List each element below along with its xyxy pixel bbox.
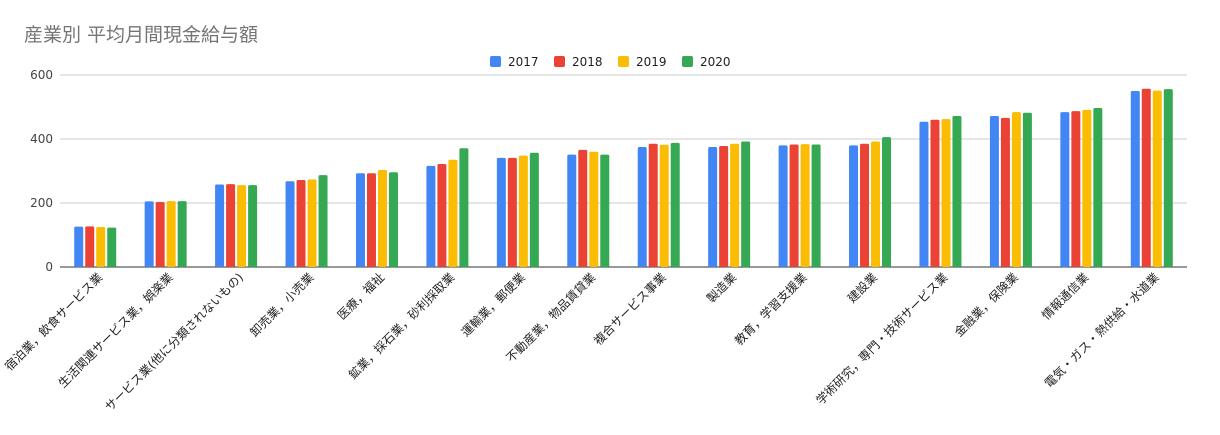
bar-2018-10	[789, 144, 799, 267]
bar-2019-1	[166, 201, 176, 267]
bar-2017-15	[1130, 91, 1140, 267]
legend-swatch-2017	[490, 56, 501, 67]
bar-2019-4	[377, 170, 387, 267]
bar-2017-2	[215, 184, 225, 267]
y-tick-label: 400	[30, 132, 53, 146]
legend-label: 2018	[572, 55, 603, 69]
x-category-label: 生活関連サービス業，娯楽業	[56, 270, 176, 390]
chart-title: 産業別 平均月間現金給与額	[24, 24, 259, 46]
legend-label: 2019	[636, 55, 667, 69]
bar-2020-4	[388, 172, 398, 267]
x-axis-labels: 宿泊業，飲食サービス業生活関連サービス業，娯楽業サービス業(他に分類されないもの…	[1, 270, 1162, 415]
bar-2018-7	[578, 149, 588, 267]
bar-2018-14	[1071, 111, 1081, 267]
bar-2019-3	[307, 179, 317, 267]
bar-2017-9	[708, 147, 718, 267]
bar-2020-5	[459, 148, 469, 267]
x-category-label: 卸売業，小売業	[247, 270, 317, 340]
bar-2019-11	[871, 141, 881, 267]
bar-2020-10	[811, 144, 821, 267]
bar-2017-6	[496, 157, 506, 267]
bar-2020-15	[1163, 89, 1173, 267]
bar-2019-10	[800, 144, 810, 267]
bar-2018-6	[507, 157, 517, 267]
bar-2018-4	[366, 173, 376, 267]
bar-2018-11	[860, 143, 870, 267]
bar-2020-3	[318, 175, 328, 267]
bar-2019-7	[589, 151, 599, 267]
x-category-label: 情報通信業	[1039, 270, 1091, 322]
x-category-label: 学術研究，専門・技術サービス業	[813, 270, 951, 408]
x-category-label: サービス業(他に分類されないもの)	[102, 270, 246, 414]
legend-swatch-2018	[554, 56, 565, 67]
bar-2017-7	[567, 154, 577, 267]
legend-swatch-2020	[682, 56, 693, 67]
bar-2018-12	[930, 119, 940, 267]
bar-2020-2	[248, 185, 258, 267]
bar-2019-0	[96, 227, 106, 267]
gridlines	[60, 74, 1187, 268]
bar-2020-13	[1022, 112, 1032, 267]
bar-2018-1	[155, 202, 165, 267]
bar-2018-9	[719, 146, 729, 267]
bar-2019-8	[659, 144, 669, 267]
legend-label: 2017	[508, 55, 539, 69]
y-tick-label: 600	[30, 68, 53, 82]
bar-2017-11	[849, 145, 859, 267]
bar-2020-14	[1093, 107, 1103, 268]
legend: 2017 2018 2019 2020	[490, 55, 731, 69]
bar-2018-3	[296, 179, 306, 267]
bar-2018-5	[437, 163, 447, 267]
bar-2017-1	[144, 201, 154, 267]
bars	[74, 88, 1173, 268]
x-category-label: 建設業	[844, 270, 880, 306]
x-category-label: 運輸業，郵便業	[458, 270, 528, 340]
bar-2020-6	[529, 152, 539, 267]
bar-2019-14	[1082, 109, 1092, 267]
bar-2017-0	[74, 226, 84, 267]
bar-2017-10	[778, 145, 788, 267]
legend-swatch-2019	[618, 56, 629, 67]
x-category-label: 金融業，保険業	[951, 270, 1021, 340]
bar-2020-7	[600, 154, 610, 267]
bar-2020-9	[741, 141, 751, 267]
bar-2019-6	[518, 155, 528, 267]
x-category-label: 複合サービス事業	[590, 270, 668, 348]
legend-label: 2020	[700, 55, 731, 69]
bar-2017-5	[426, 165, 436, 267]
bar-2020-0	[107, 227, 117, 267]
bar-2019-13	[1011, 112, 1021, 268]
bar-2019-15	[1152, 90, 1162, 268]
bar-2018-8	[648, 143, 658, 267]
y-axis-ticks: 0 200 400 600	[30, 68, 53, 274]
bar-2018-0	[85, 226, 95, 267]
bar-2019-5	[448, 159, 458, 267]
bar-2020-1	[177, 201, 187, 267]
bar-2019-9	[730, 143, 740, 267]
bar-2018-2	[226, 184, 236, 267]
x-category-label: 教育，学習支援業	[731, 270, 809, 348]
bar-2017-13	[989, 115, 999, 268]
x-category-label: 医療，福祉	[334, 270, 387, 323]
bar-2019-2	[237, 185, 247, 267]
bar-2018-13	[1000, 117, 1010, 267]
bar-2019-12	[941, 119, 951, 267]
bar-2017-14	[1060, 112, 1070, 268]
bar-2017-12	[919, 121, 929, 267]
y-tick-label: 200	[30, 196, 53, 210]
bar-2018-15	[1141, 88, 1151, 267]
x-category-label: 製造業	[704, 270, 739, 305]
bar-2020-12	[952, 115, 962, 268]
bar-2017-8	[637, 147, 647, 267]
bar-2020-11	[882, 137, 892, 267]
x-category-label: 電気・ガス・熱供給・水道業	[1041, 270, 1162, 391]
bar-2020-8	[670, 142, 680, 267]
bar-2017-3	[285, 181, 295, 267]
y-tick-label: 0	[45, 260, 53, 274]
bar-2017-4	[355, 173, 365, 267]
